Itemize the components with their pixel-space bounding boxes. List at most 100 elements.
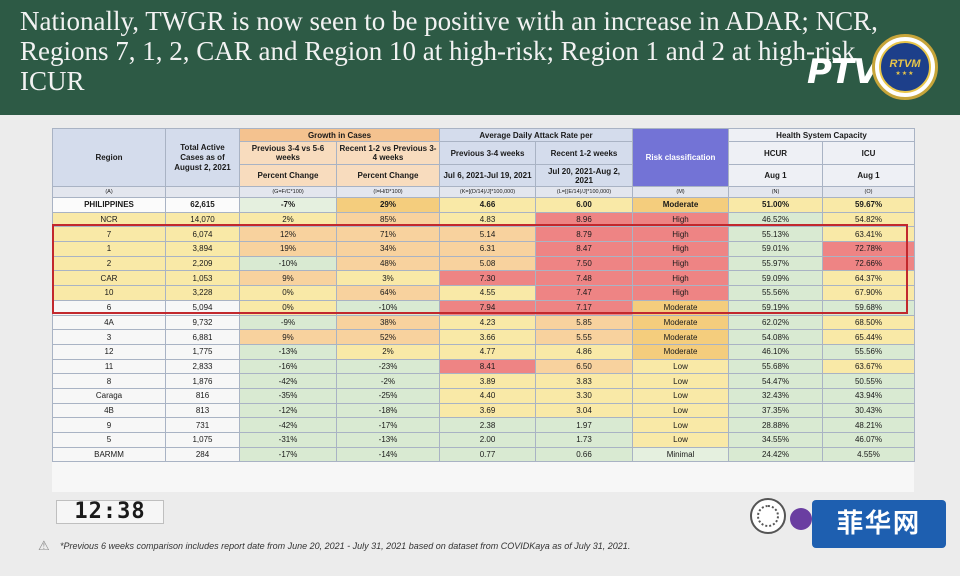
rtvm-logo-text: RTVM (889, 57, 921, 70)
adar-recent-cell: 0.66 (534, 446, 634, 463)
adar-prev-cell: 7.94 (439, 299, 536, 316)
adar-recent-cell: 3.83 (534, 373, 634, 389)
adar-recent-cell: 6.00 (534, 197, 634, 213)
icu-cell: 50.55% (822, 373, 916, 389)
hcur-cell: 55.56% (728, 285, 824, 301)
table-row: 2 2,209 -10% 48% 5.08 7.50 High 55.97% 72.66% (52, 255, 916, 272)
growth-header: Growth in Cases (239, 128, 440, 142)
watermark-logo-icon (790, 508, 812, 530)
growth-prev-cell: 0% (239, 285, 337, 301)
prev-dates-header: Jul 6, 2021-Jul 19, 2021 (439, 164, 536, 187)
table-row: 8 1,876 -42% -2% 3.89 3.83 Low 54.47% 50.55% (52, 373, 916, 389)
risk-class-cell: High (632, 255, 730, 272)
icu-cell: 64.37% (822, 270, 916, 287)
adar-recent-cell: 4.86 (534, 343, 634, 360)
growth-recent-cell: 34% (336, 241, 440, 257)
hcur-cell: 54.08% (728, 329, 824, 345)
formula-code-cell: (A) (52, 186, 166, 198)
table-row: 10 3,228 0% 64% 4.55 7.47 High 55.56% 67.90% (52, 285, 916, 301)
region-cell: NCR (52, 211, 166, 228)
table-row: NCR 14,070 2% 85% 4.83 8.96 High 46.52% 54.82% (52, 211, 916, 228)
icu-cell: 30.43% (822, 402, 916, 419)
hcur-cell: 55.97% (728, 255, 824, 272)
prev-3-4-vs-5-6-header: Previous 3-4 vs 5-6 weeks (239, 141, 337, 165)
active-cases-cell: 9,732 (165, 314, 240, 331)
active-cases-cell: 816 (165, 387, 240, 404)
hcur-cell: 54.47% (728, 373, 824, 389)
region-cell: 10 (52, 285, 166, 301)
recent-vs-prev-header: Recent 1-2 vs Previous 3-4 weeks (336, 141, 440, 165)
adar-prev-cell: 3.89 (439, 373, 536, 389)
active-cases-cell: 1,053 (165, 270, 240, 287)
risk-class-cell: Low (632, 387, 730, 404)
growth-recent-cell: 2% (336, 343, 440, 360)
growth-recent-cell: -18% (336, 402, 440, 419)
recent-dates-header: Jul 20, 2021-Aug 2, 2021 (534, 164, 634, 187)
prev-3-4-weeks-header: Previous 3-4 weeks (439, 141, 536, 165)
health-header: Health System Capacity (728, 128, 916, 142)
table-row: BARMM 284 -17% -14% 0.77 0.66 Minimal 24.42% 4.5… (52, 446, 916, 463)
active-cases-cell: 3,894 (165, 241, 240, 257)
growth-prev-cell: 19% (239, 241, 337, 257)
percent-change-header: Percent Change (336, 164, 440, 187)
growth-recent-cell: -10% (336, 299, 440, 316)
growth-recent-cell: 29% (336, 197, 440, 213)
risk-class-cell: High (632, 270, 730, 287)
table-row: PHILIPPINES 62,615 -7% 29% 4.66 6.00 Moderate 5… (52, 197, 916, 213)
growth-recent-cell: 64% (336, 285, 440, 301)
adar-recent-cell: 7.50 (534, 255, 634, 272)
adar-prev-cell: 2.38 (439, 417, 536, 433)
table-row: 7 6,074 12% 71% 5.14 8.79 High 55.13% 63.41% (52, 226, 916, 243)
icu-cell: 65.44% (822, 329, 916, 345)
formula-code-cell: (L=[(E/14)/J]*100,000) (534, 186, 634, 198)
adar-prev-cell: 4.40 (439, 387, 536, 404)
region-cell: 7 (52, 226, 166, 243)
table-body: PHILIPPINES 62,615 -7% 29% 4.66 6.00 Moderate 5… (52, 197, 916, 463)
table-row: CAR 1,053 9% 3% 7.30 7.48 High 59.09% 64.37% (52, 270, 916, 287)
hcur-cell: 46.10% (728, 343, 824, 360)
adar-recent-cell: 8.96 (534, 211, 634, 228)
adar-prev-cell: 5.08 (439, 255, 536, 272)
adar-prev-cell: 8.41 (439, 358, 536, 375)
footnote: *Previous 6 weeks comparison includes re… (60, 541, 631, 551)
growth-recent-cell: -2% (336, 373, 440, 389)
region-cell: CAR (52, 270, 166, 287)
active-cases-cell: 813 (165, 402, 240, 419)
region-cell: 2 (52, 255, 166, 272)
recent-1-2-weeks-header: Recent 1-2 weeks (534, 141, 634, 165)
adar-prev-cell: 2.00 (439, 432, 536, 448)
risk-class-cell: Moderate (632, 299, 730, 316)
growth-recent-cell: 52% (336, 329, 440, 345)
region-cell: Caraga (52, 387, 166, 404)
table-row: 1 3,894 19% 34% 6.31 8.47 High 59.01% 72.78% (52, 241, 916, 257)
adar-recent-cell: 3.04 (534, 402, 634, 419)
icu-cell: 48.21% (822, 417, 916, 433)
adar-recent-cell: 6.50 (534, 358, 634, 375)
icu-cell: 55.56% (822, 343, 916, 360)
adar-prev-cell: 4.83 (439, 211, 536, 228)
risk-class-cell: Moderate (632, 197, 730, 213)
adar-prev-cell: 3.66 (439, 329, 536, 345)
growth-prev-cell: 9% (239, 329, 337, 345)
active-cases-cell: 2,209 (165, 255, 240, 272)
active-cases-cell: 284 (165, 446, 240, 463)
growth-recent-cell: -13% (336, 432, 440, 448)
icu-cell: 68.50% (822, 314, 916, 331)
table-row: 5 1,075 -31% -13% 2.00 1.73 Low 34.55% 46.07% (52, 432, 916, 448)
growth-prev-cell: -35% (239, 387, 337, 404)
growth-prev-cell: -17% (239, 446, 337, 463)
risk-class-cell: Low (632, 402, 730, 419)
hcur-cell: 59.19% (728, 299, 824, 316)
adar-prev-cell: 0.77 (439, 446, 536, 463)
hcur-cell: 46.52% (728, 211, 824, 228)
adar-recent-cell: 7.47 (534, 285, 634, 301)
risk-class-cell: Minimal (632, 446, 730, 463)
growth-prev-cell: -10% (239, 255, 337, 272)
hcur-cell: 34.55% (728, 432, 824, 448)
growth-prev-cell: 2% (239, 211, 337, 228)
risk-class-cell: Low (632, 417, 730, 433)
adar-prev-cell: 4.23 (439, 314, 536, 331)
hcur-cell: 55.68% (728, 358, 824, 375)
growth-recent-cell: -23% (336, 358, 440, 375)
active-cases-cell: 2,833 (165, 358, 240, 375)
